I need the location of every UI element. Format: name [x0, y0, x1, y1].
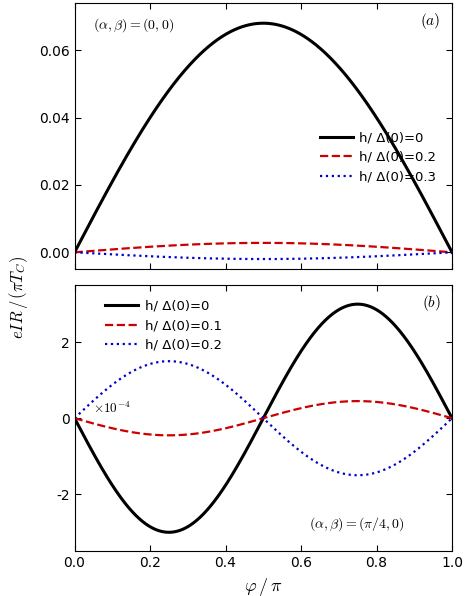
- Text: $\times 10^{-4}$: $\times 10^{-4}$: [93, 401, 131, 416]
- Legend: h/ Δ(0)=0, h/ Δ(0)=0.2, h/ Δ(0)=0.3: h/ Δ(0)=0, h/ Δ(0)=0.2, h/ Δ(0)=0.3: [315, 126, 442, 189]
- Text: $(a)$: $(a)$: [420, 11, 441, 31]
- Text: $(b)$: $(b)$: [422, 293, 441, 313]
- Text: $(\alpha,\beta)=(0,0)$: $(\alpha,\beta)=(0,0)$: [93, 16, 174, 34]
- Text: $(\alpha,\beta)=(\pi/4,0)$: $(\alpha,\beta)=(\pi/4,0)$: [308, 515, 404, 533]
- X-axis label: $\varphi\,/\,\pi$: $\varphi\,/\,\pi$: [244, 576, 282, 596]
- Legend: h/ Δ(0)=0, h/ Δ(0)=0.1, h/ Δ(0)=0.2: h/ Δ(0)=0, h/ Δ(0)=0.1, h/ Δ(0)=0.2: [100, 294, 227, 357]
- Text: $eIR\,/\,(\pi T_C)$: $eIR\,/\,(\pi T_C)$: [7, 256, 30, 340]
